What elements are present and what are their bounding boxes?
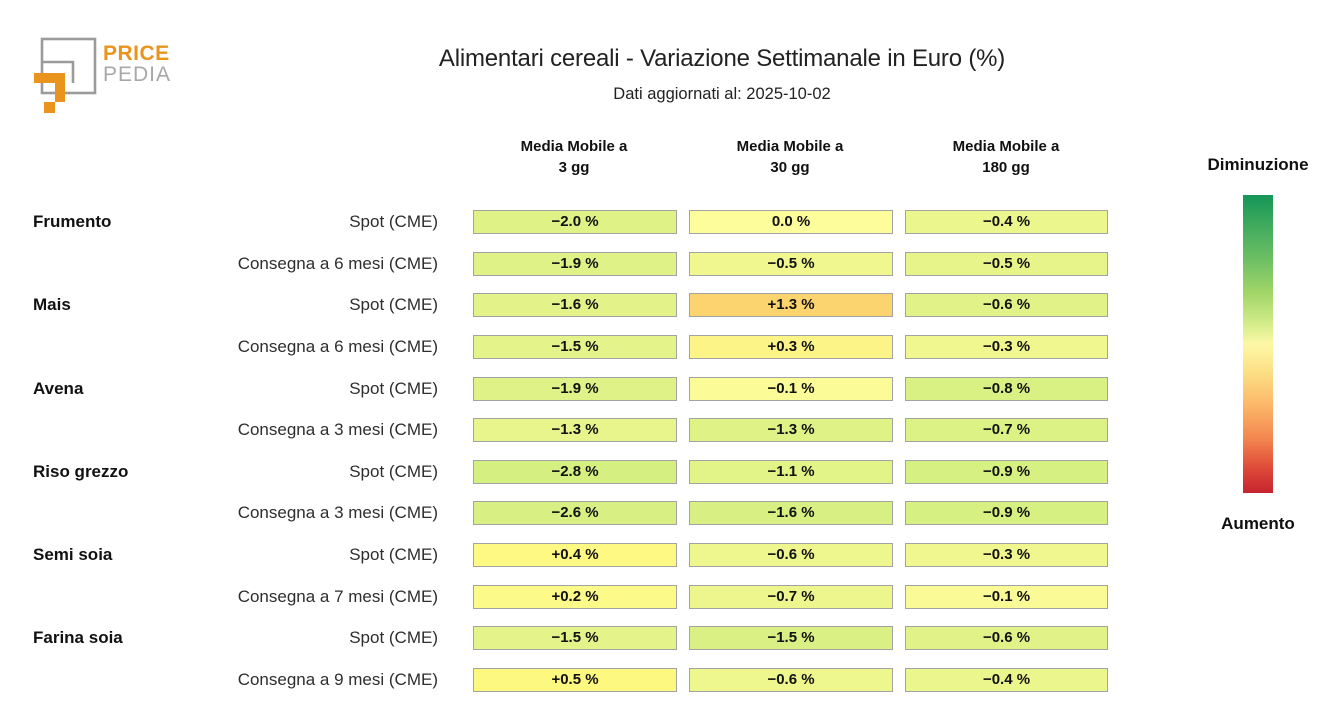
- row-label: Spot (CME): [349, 212, 438, 231]
- column-header-line2: 3 gg: [558, 159, 590, 176]
- heatmap-cell: −1.9 %: [473, 377, 677, 401]
- legend-label-aumento: Aumento: [1221, 514, 1295, 533]
- heatmap-cell: −0.1 %: [905, 585, 1108, 609]
- heatmap-cell: −0.9 %: [905, 501, 1108, 525]
- heatmap-cell: −0.7 %: [689, 585, 893, 609]
- heatmap-cell: −1.3 %: [473, 418, 677, 442]
- table-row: Consegna a 9 mesi (CME) +0.5 % −0.6 % −0…: [0, 668, 1320, 692]
- heatmap-cell: −0.9 %: [905, 460, 1108, 484]
- row-label: Consegna a 9 mesi (CME): [237, 670, 438, 689]
- table-row: Consegna a 3 mesi (CME) −2.6 % −1.6 % −0…: [0, 501, 1320, 525]
- heatmap-cell: −0.5 %: [689, 252, 893, 276]
- row-label: Spot (CME): [349, 545, 438, 564]
- group-label-frumento: Frumento: [33, 212, 112, 231]
- table-row: Spot (CME) −1.5 % −1.5 % −0.6 %: [0, 626, 1320, 650]
- row-label: Spot (CME): [349, 462, 438, 481]
- heatmap-cell: −1.3 %: [689, 418, 893, 442]
- heatmap-cell: −0.7 %: [905, 418, 1108, 442]
- heatmap-cell: +0.5 %: [473, 668, 677, 692]
- column-header-line2: 180 gg: [982, 159, 1030, 176]
- table-row: Spot (CME) +0.4 % −0.6 % −0.3 %: [0, 543, 1320, 567]
- heatmap-cell: −1.9 %: [473, 252, 677, 276]
- column-header-180gg: Media Mobile a 180 gg: [905, 136, 1107, 178]
- heatmap-cell: −1.6 %: [689, 501, 893, 525]
- heatmap-cell: −1.5 %: [473, 335, 677, 359]
- column-header-30gg: Media Mobile a 30 gg: [689, 136, 891, 178]
- heatmap-cell: −2.8 %: [473, 460, 677, 484]
- column-header-line1: Media Mobile a: [520, 138, 628, 155]
- table-row: Spot (CME) −1.6 % +1.3 % −0.6 %: [0, 293, 1320, 317]
- column-header-line2: 30 gg: [770, 159, 810, 176]
- heatmap-cell: +1.3 %: [689, 293, 893, 317]
- heatmap-cell: −1.6 %: [473, 293, 677, 317]
- row-label: Spot (CME): [349, 379, 438, 398]
- heatmap-cell: −2.0 %: [473, 210, 677, 234]
- pricepedia-logo-icon: PRICE PEDIA: [34, 37, 171, 113]
- row-label: Consegna a 7 mesi (CME): [237, 587, 438, 606]
- pricepedia-logo: PRICE PEDIA: [33, 30, 203, 120]
- table-row: Consegna a 3 mesi (CME) −1.3 % −1.3 % −0…: [0, 418, 1320, 442]
- heatmap-cell: −0.5 %: [905, 252, 1108, 276]
- heatmap-cell: −0.6 %: [689, 543, 893, 567]
- heatmap-cell: −0.8 %: [905, 377, 1108, 401]
- row-label: Consegna a 3 mesi (CME): [237, 503, 438, 522]
- heatmap-cell: −1.5 %: [473, 626, 677, 650]
- page-title: Alimentari cereali - Variazione Settiman…: [438, 45, 1006, 72]
- row-label: Consegna a 6 mesi (CME): [237, 337, 438, 356]
- group-label-avena: Avena: [33, 379, 84, 398]
- table-row: Consegna a 6 mesi (CME) −1.5 % +0.3 % −0…: [0, 335, 1320, 359]
- heatmap-cell: −1.1 %: [689, 460, 893, 484]
- heatmap-cell: −1.5 %: [689, 626, 893, 650]
- column-header-line1: Media Mobile a: [952, 138, 1060, 155]
- table-row: Spot (CME) −1.9 % −0.1 % −0.8 %: [0, 377, 1320, 401]
- legend-label-diminuzione: Diminuzione: [1207, 155, 1309, 174]
- group-label-mais: Mais: [33, 295, 71, 314]
- heatmap-cell: −0.4 %: [905, 210, 1108, 234]
- group-label-riso-grezzo: Riso grezzo: [33, 462, 129, 481]
- group-label-farina-soia: Farina soia: [33, 628, 123, 647]
- heatmap-cell: −0.6 %: [689, 668, 893, 692]
- heatmap-cell: −0.3 %: [905, 335, 1108, 359]
- brand-pedia: PEDIA: [103, 63, 171, 86]
- column-header-3gg: Media Mobile a 3 gg: [473, 136, 675, 178]
- heatmap-cell: −0.6 %: [905, 293, 1108, 317]
- heatmap-cell: −2.6 %: [473, 501, 677, 525]
- column-header-line1: Media Mobile a: [736, 138, 844, 155]
- row-label: Spot (CME): [349, 628, 438, 647]
- page-subtitle: Dati aggiornati al: 2025-10-02: [613, 85, 831, 103]
- heatmap-cell: +0.3 %: [689, 335, 893, 359]
- row-label: Consegna a 6 mesi (CME): [237, 254, 438, 273]
- heatmap-cell: −0.1 %: [689, 377, 893, 401]
- table-row: Consegna a 7 mesi (CME) +0.2 % −0.7 % −0…: [0, 585, 1320, 609]
- heatmap-cell: −0.6 %: [905, 626, 1108, 650]
- heatmap-cell: −0.4 %: [905, 668, 1108, 692]
- table-row: Consegna a 6 mesi (CME) −1.9 % −0.5 % −0…: [0, 252, 1320, 276]
- colorbar-gradient: [1243, 195, 1273, 493]
- heatmap-cell: +0.4 %: [473, 543, 677, 567]
- brand-price: PRICE: [103, 42, 170, 65]
- group-label-semi-soia: Semi soia: [33, 545, 113, 564]
- table-row: Spot (CME) −2.0 % 0.0 % −0.4 %: [0, 210, 1320, 234]
- heatmap-cell: 0.0 %: [689, 210, 893, 234]
- row-label: Consegna a 3 mesi (CME): [237, 420, 438, 439]
- heatmap-cell: +0.2 %: [473, 585, 677, 609]
- heatmap-cell: −0.3 %: [905, 543, 1108, 567]
- row-label: Spot (CME): [349, 295, 438, 314]
- table-row: Spot (CME) −2.8 % −1.1 % −0.9 %: [0, 460, 1320, 484]
